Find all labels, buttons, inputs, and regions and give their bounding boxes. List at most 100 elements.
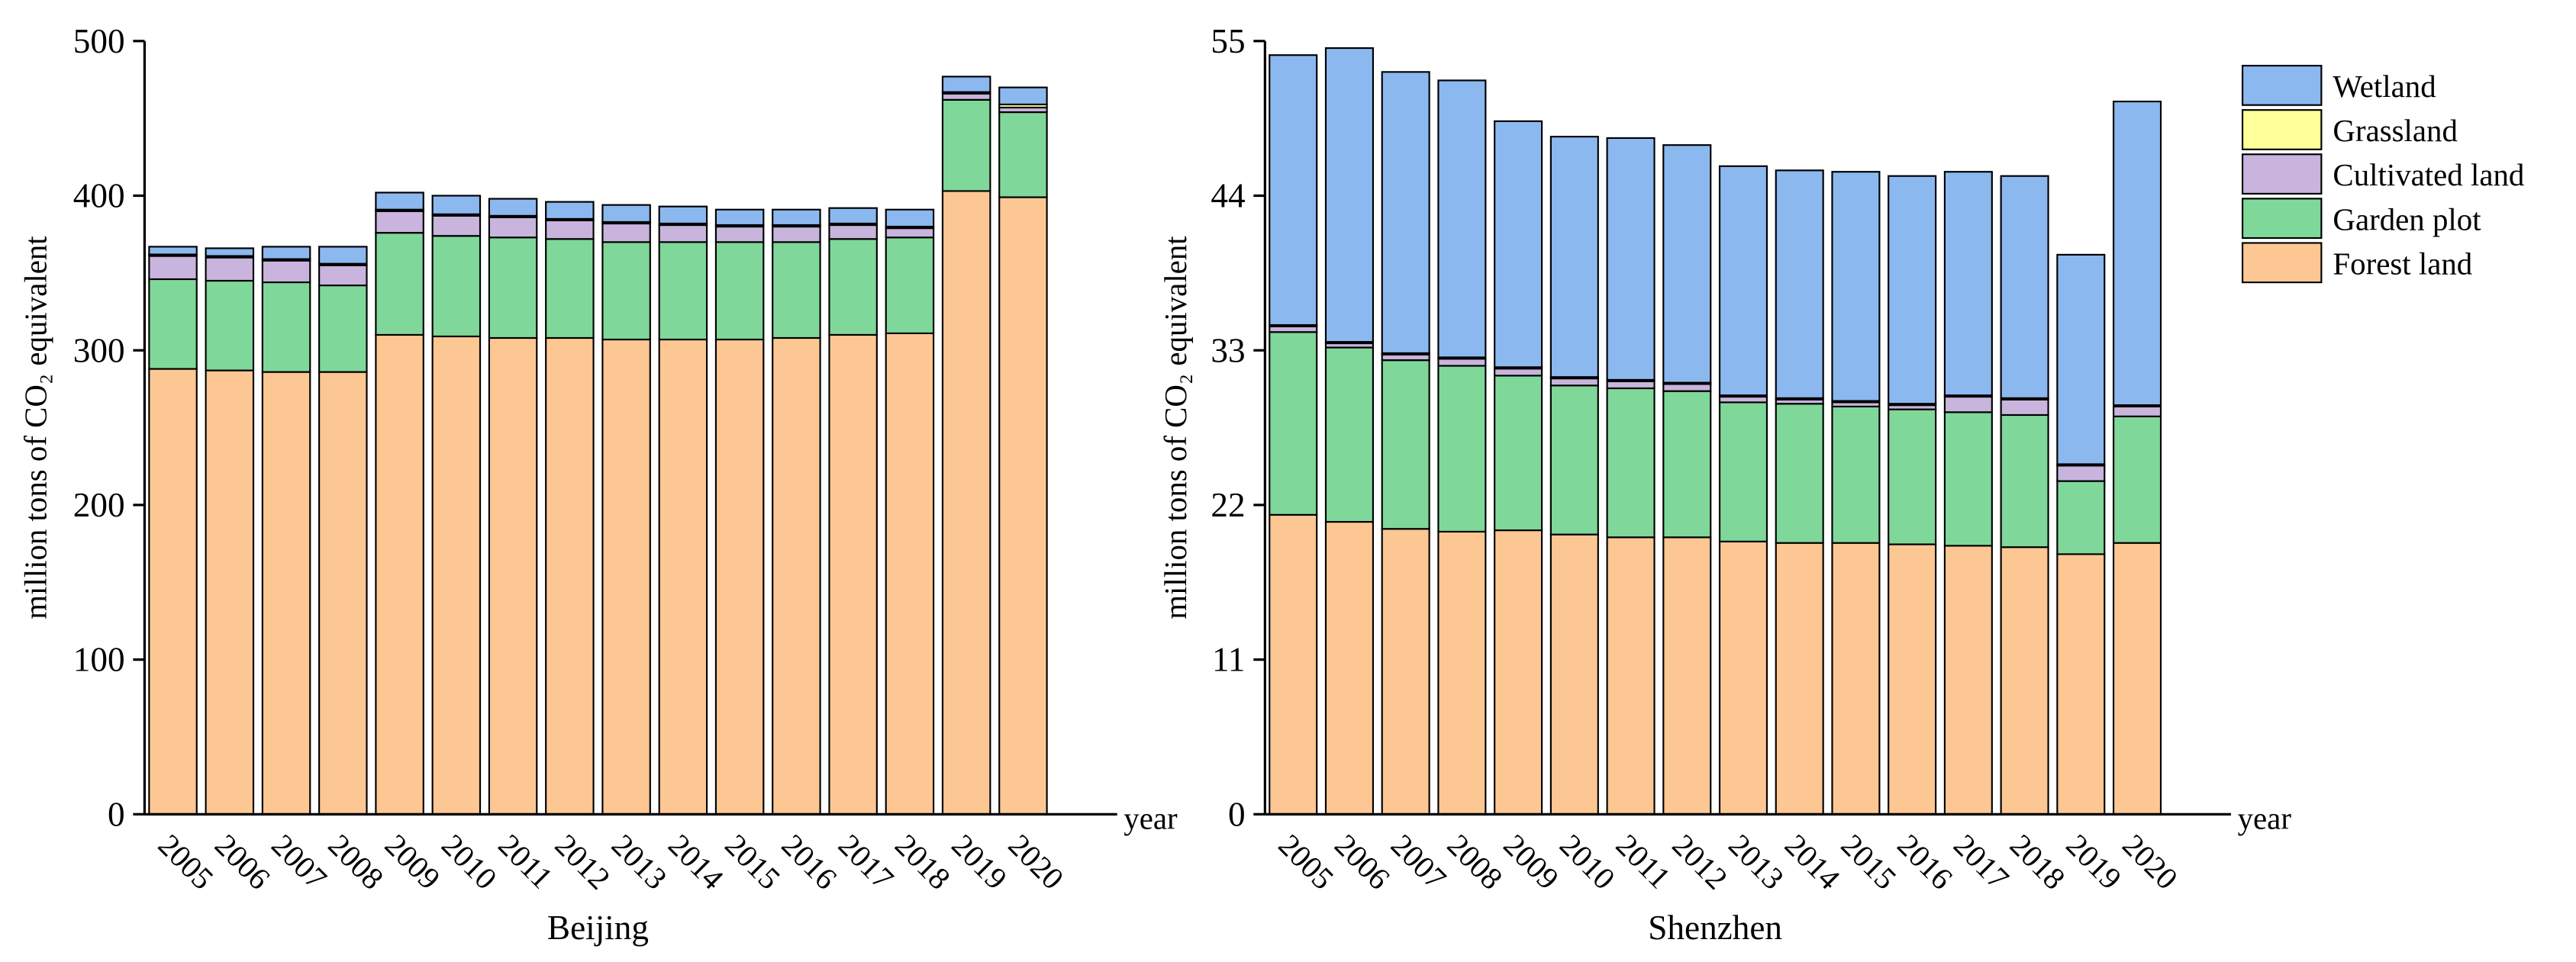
- bar-segment: [1775, 542, 1824, 816]
- bar-segment: [1549, 384, 1599, 536]
- bar-segment: [431, 335, 482, 816]
- bar-segment: [2056, 465, 2106, 482]
- bar-segment: [885, 227, 935, 239]
- bar-segment: [1662, 390, 1712, 539]
- bar-segment: [1381, 528, 1430, 816]
- legend-swatch: [2241, 242, 2323, 284]
- bar-segment: [545, 336, 595, 816]
- x-tick-label: 2005: [1272, 828, 1340, 896]
- bar-segment: [1943, 411, 1993, 547]
- bar-segment: [205, 369, 255, 816]
- x-tick-label: 2017: [832, 828, 901, 896]
- bar-segment: [1437, 358, 1487, 367]
- bar-segment: [1324, 520, 1374, 816]
- bar-segment: [1324, 47, 1374, 343]
- y-tick-label: 11: [1212, 641, 1246, 679]
- x-tick-label: 2009: [1497, 828, 1565, 896]
- bar-segment: [1437, 79, 1487, 359]
- bar-segment: [545, 238, 595, 339]
- bar-segment: [772, 208, 821, 227]
- bar-segment: [1606, 536, 1656, 816]
- x-tick-label: 2008: [321, 828, 390, 896]
- bar-segment: [1888, 175, 1937, 405]
- bar-segment: [375, 191, 424, 211]
- y-tick-label: 200: [73, 486, 125, 524]
- bar-segment: [1943, 395, 1993, 413]
- y-tick-label: 55: [1211, 22, 1245, 60]
- x-tick-label: 2011: [1610, 828, 1678, 896]
- bar-segment: [1381, 353, 1430, 362]
- bar-segment: [1549, 136, 1599, 378]
- x-tick-label: 2014: [662, 828, 730, 896]
- bar-segment: [2056, 253, 2106, 465]
- bar-segment: [2000, 546, 2049, 816]
- legend-label: Garden plot: [2333, 202, 2481, 236]
- bar-segment: [1775, 403, 1824, 544]
- bar-segment: [1606, 137, 1656, 381]
- bar-segment: [318, 246, 368, 265]
- bar-segment: [2112, 405, 2162, 417]
- x-tick-label: 2020: [1002, 828, 1071, 896]
- y-tick-label: 0: [108, 795, 125, 833]
- bar-segment: [601, 338, 651, 816]
- bar-segment: [148, 255, 198, 281]
- bar-segment: [431, 214, 482, 237]
- bar-segment: [205, 279, 255, 372]
- bar-segment: [488, 216, 538, 239]
- bar-segment: [2000, 413, 2049, 549]
- bar-segment: [1606, 380, 1656, 390]
- x-tick-label: 2014: [1778, 828, 1847, 896]
- bar-segment: [1831, 405, 1881, 544]
- bar-segment: [1494, 375, 1543, 532]
- x-tick-label: 2018: [888, 828, 957, 896]
- legend-label: Grassland: [2333, 114, 2457, 148]
- bar-segment: [828, 207, 878, 225]
- bar-segment: [828, 238, 878, 336]
- x-tick-label: 2012: [1665, 828, 1734, 896]
- bar-segment: [1718, 395, 1768, 404]
- bar-segment: [1269, 513, 1318, 816]
- bar-segment: [658, 205, 708, 225]
- bar-segment: [1437, 365, 1487, 533]
- x-tick-label: 2016: [775, 828, 843, 896]
- bar-segment: [375, 210, 424, 234]
- y-tick-label: 400: [73, 177, 125, 215]
- bar-segment: [205, 256, 255, 282]
- legend-label: Forest land: [2333, 246, 2472, 281]
- bar-segment: [1381, 359, 1430, 530]
- chart-title: Shenzhen: [1648, 909, 1782, 947]
- x-tick-label: 2016: [1891, 828, 1959, 896]
- legend-swatch: [2241, 153, 2323, 195]
- bar-segment: [148, 246, 198, 256]
- x-tick-label: 2005: [152, 828, 221, 896]
- bar-segment: [261, 371, 311, 816]
- x-tick-label: 2013: [1722, 828, 1791, 896]
- bar-segment: [941, 190, 991, 816]
- x-tick-label: 2006: [208, 828, 277, 896]
- x-tick-label: 2008: [1440, 828, 1509, 896]
- bar-segment: [601, 241, 651, 341]
- y-axis-label: million tons of CO₂ equivalent: [18, 236, 53, 619]
- bar-segment: [1718, 540, 1768, 816]
- bar-segment: [318, 371, 368, 816]
- x-tick-label: 2010: [435, 828, 504, 896]
- bar-segment: [488, 336, 538, 816]
- bar-segment: [205, 247, 255, 257]
- legend-label: Wetland: [2333, 69, 2436, 104]
- bar-segment: [941, 76, 991, 93]
- bar-segment: [1831, 171, 1881, 402]
- bar-segment: [2000, 175, 2049, 399]
- x-tick-label: 2019: [945, 828, 1014, 896]
- x-axis-unit: year: [1124, 802, 1178, 836]
- bar-segment: [658, 224, 708, 243]
- bar-segment: [1775, 169, 1824, 399]
- legend-swatch: [2241, 109, 2323, 150]
- y-tick-label: 33: [1211, 331, 1245, 369]
- bar-segment: [1943, 545, 1993, 816]
- legend-swatch: [2241, 198, 2323, 240]
- bar-segment: [601, 222, 651, 243]
- x-tick-label: 2012: [548, 828, 617, 896]
- bar-segment: [1662, 536, 1712, 816]
- bar-segment: [772, 336, 821, 816]
